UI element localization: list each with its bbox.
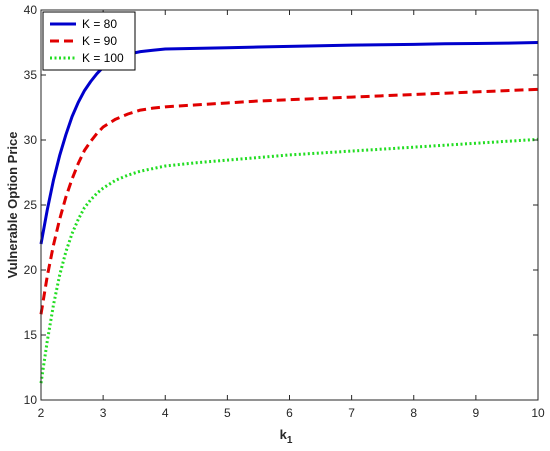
x-tick-label: 2: [38, 406, 45, 420]
legend-label-3: K = 100: [82, 51, 124, 65]
x-tick-label: 9: [473, 406, 480, 420]
y-tick-label: 20: [24, 263, 38, 277]
y-tick-label: 25: [24, 198, 38, 212]
plot-area: [41, 10, 538, 400]
x-tick-label: 7: [348, 406, 355, 420]
x-axis-label-subscript: 1: [287, 435, 293, 446]
legend-label-2: K = 90: [82, 34, 117, 48]
legend-label-1: K = 80: [82, 17, 117, 31]
series-line-3: [39, 137, 539, 384]
series-layer: [39, 41, 539, 384]
x-tick-label: 4: [162, 406, 169, 420]
y-tick-label: 15: [24, 328, 38, 342]
y-tick-label: 35: [24, 68, 38, 82]
legend: K = 80 K = 90 K = 100: [42, 11, 136, 71]
y-tick-label: 40: [24, 3, 38, 17]
y-axis-label: Vulnerable Option Price: [5, 132, 20, 279]
x-tick-label: 5: [224, 406, 231, 420]
y-tick-label: 30: [24, 133, 38, 147]
x-tick-label: 10: [531, 406, 545, 420]
x-tick-label: 3: [100, 406, 107, 420]
ticks-layer: 2 3 4 5 6 7 8 9 10 10 15 20 25 30 35 40: [24, 3, 545, 420]
x-tick-label: 8: [410, 406, 417, 420]
x-axis-label-main: k: [280, 427, 288, 442]
series-line-1: [39, 41, 539, 245]
series-line-2: [39, 87, 539, 315]
y-tick-label: 10: [24, 393, 38, 407]
x-tick-label: 6: [286, 406, 293, 420]
x-axis-label: k1: [280, 427, 293, 446]
